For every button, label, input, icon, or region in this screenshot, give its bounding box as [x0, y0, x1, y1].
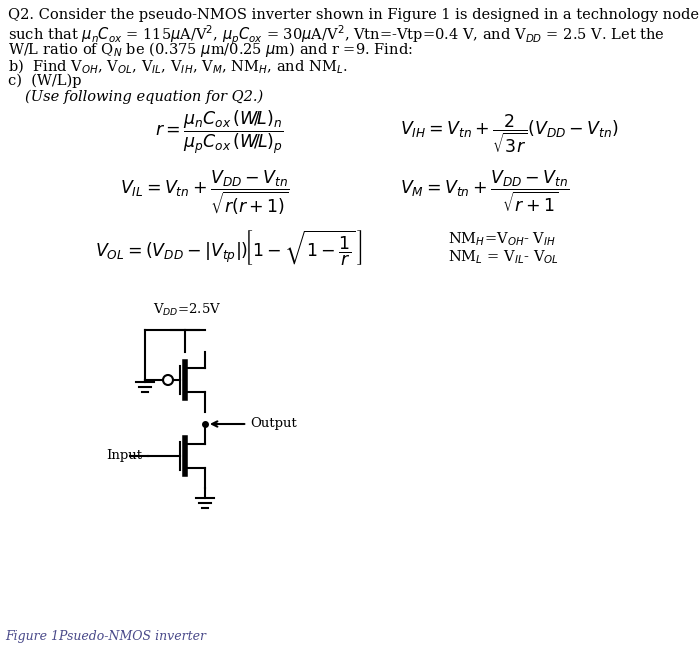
Text: NM$_L$ = V$_{IL}$- V$_{OL}$: NM$_L$ = V$_{IL}$- V$_{OL}$ — [448, 248, 559, 266]
Text: Output: Output — [212, 417, 297, 430]
Text: c)  (W/L)p: c) (W/L)p — [8, 74, 82, 88]
Text: $V_{IH} = V_{tn} + \dfrac{2}{\sqrt{3r}}(V_{DD} - V_{tn})$: $V_{IH} = V_{tn} + \dfrac{2}{\sqrt{3r}}(… — [400, 112, 619, 155]
Text: $V_{IL} = V_{tn} + \dfrac{V_{DD} - V_{tn}}{\sqrt{r(r+1)}}$: $V_{IL} = V_{tn} + \dfrac{V_{DD} - V_{tn… — [120, 168, 289, 216]
Text: $V_M = V_{tn} + \dfrac{V_{DD} - V_{tn}}{\sqrt{r+1}}$: $V_M = V_{tn} + \dfrac{V_{DD} - V_{tn}}{… — [400, 168, 570, 214]
Text: Q2. Consider the pseudo-NMOS inverter shown in Figure 1 is designed in a technol: Q2. Consider the pseudo-NMOS inverter sh… — [8, 8, 699, 22]
Text: Input: Input — [106, 450, 142, 463]
Text: NM$_H$=V$_{OH}$- V$_{IH}$: NM$_H$=V$_{OH}$- V$_{IH}$ — [448, 230, 556, 248]
Text: b)  Find V$_{OH}$, V$_{OL}$, V$_{IL}$, V$_{IH}$, V$_M$, NM$_H$, and NM$_L$.: b) Find V$_{OH}$, V$_{OL}$, V$_{IL}$, V$… — [8, 58, 347, 77]
Text: Figure 1Psuedo-NMOS inverter: Figure 1Psuedo-NMOS inverter — [5, 630, 206, 643]
Text: $r = \dfrac{\mu_n C_{ox}\,(W\!/\!L)_n}{\mu_p C_{ox}\,(W\!/\!L)_p}$: $r = \dfrac{\mu_n C_{ox}\,(W\!/\!L)_n}{\… — [155, 108, 284, 155]
Text: such that $\mu_nC_{ox}$ = 115$\mu$A/V$^2$, $\mu_pC_{ox}$ = 30$\mu$A/V$^2$, Vtn=-: such that $\mu_nC_{ox}$ = 115$\mu$A/V$^2… — [8, 24, 665, 47]
Text: (Use following equation for Q2.): (Use following equation for Q2.) — [25, 90, 264, 105]
Text: V$_{DD}$=2.5V: V$_{DD}$=2.5V — [153, 302, 222, 318]
Text: $V_{OL} = (V_{DD} - |V_{tp}|)\!\left[1 - \sqrt{1 - \dfrac{1}{r}}\,\right]$: $V_{OL} = (V_{DD} - |V_{tp}|)\!\left[1 -… — [95, 228, 363, 268]
Text: W/L ratio of Q$_N$ be (0.375 $\mu$m/0.25 $\mu$m) and r =9. Find:: W/L ratio of Q$_N$ be (0.375 $\mu$m/0.25… — [8, 40, 413, 59]
